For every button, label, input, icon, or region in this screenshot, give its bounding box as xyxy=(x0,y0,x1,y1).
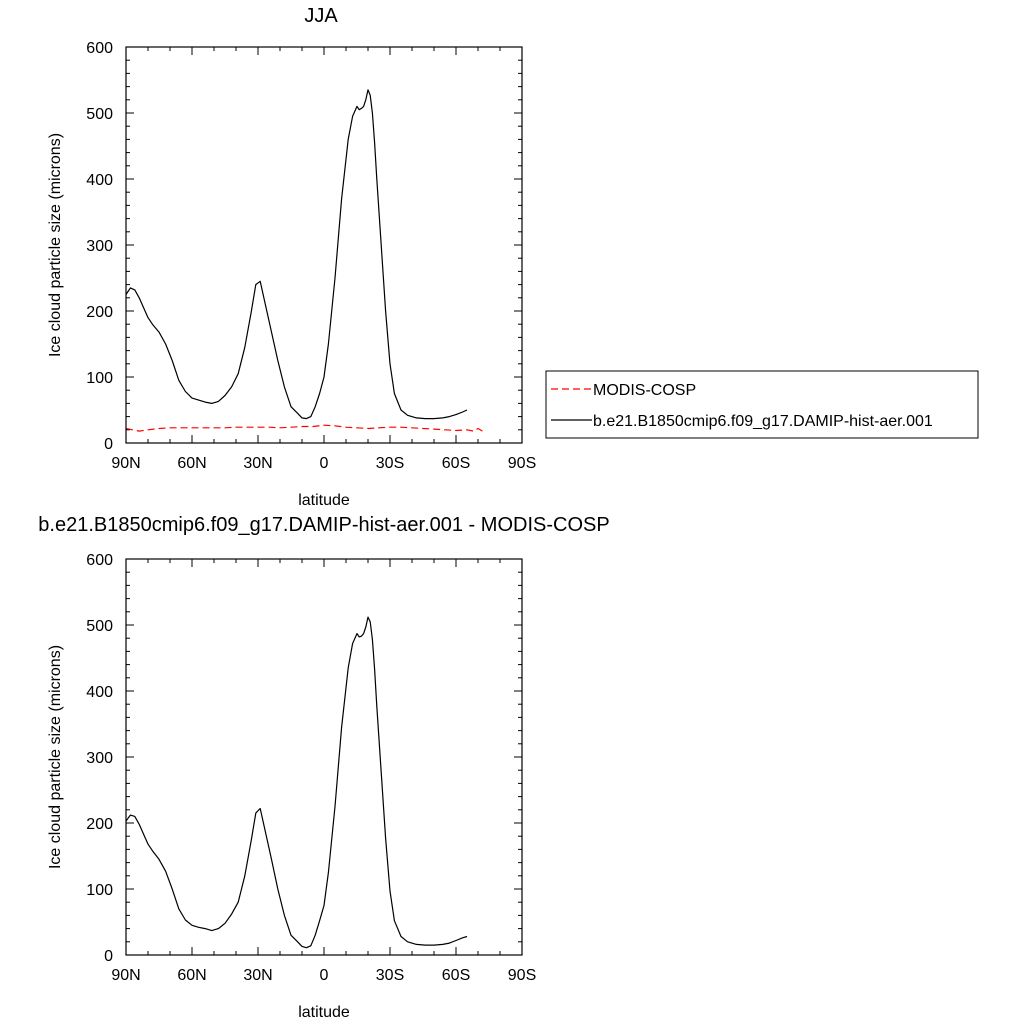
x-tick-label: 60S xyxy=(442,967,470,984)
y-tick-label: 500 xyxy=(86,618,113,635)
y-tick-label: 600 xyxy=(86,552,113,569)
x-axis-label: latitude xyxy=(298,1004,350,1021)
x-tick-label: 30S xyxy=(376,967,404,984)
y-tick-label: 400 xyxy=(86,172,113,189)
x-tick-label: 60N xyxy=(177,967,206,984)
y-tick-label: 100 xyxy=(86,882,113,899)
y-tick-label: 300 xyxy=(86,750,113,767)
x-tick-label: 90N xyxy=(111,967,140,984)
chart-panel-2: b.e21.B1850cmip6.f09_g17.DAMIP-hist-aer.… xyxy=(38,514,609,1021)
x-tick-label: 90N xyxy=(111,455,140,472)
legend-label-1: MODIS-COSP xyxy=(593,382,696,399)
x-tick-label: 30N xyxy=(243,967,272,984)
y-tick-label: 300 xyxy=(86,238,113,255)
x-tick-label: 60S xyxy=(442,455,470,472)
y-tick-label: 0 xyxy=(104,948,113,965)
x-tick-label: 90S xyxy=(508,967,536,984)
y-tick-label: 500 xyxy=(86,106,113,123)
legend: MODIS-COSP b.e21.B1850cmip6.f09_g17.DAMIP… xyxy=(545,370,979,439)
plot-frame xyxy=(125,46,523,444)
y-tick-label: 200 xyxy=(86,816,113,833)
plot-frame xyxy=(125,558,523,956)
legend-box xyxy=(545,370,979,439)
x-tick-label: 60N xyxy=(177,455,206,472)
chart-title: JJA xyxy=(304,5,338,27)
x-axis-label: latitude xyxy=(298,492,350,509)
legend-label-2: b.e21.B1850cmip6.f09_g17.DAMIP-hist-aer.… xyxy=(593,413,933,430)
chart-panel-1: JJA 90N 60N 30N 0 30S 60S 90S 0 100 200 300 400 500 60… xyxy=(47,5,979,509)
y-tick-label: 200 xyxy=(86,304,113,321)
y-tick-label: 400 xyxy=(86,684,113,701)
x-tick-label: 0 xyxy=(320,967,329,984)
x-tick-label: 30N xyxy=(243,455,272,472)
chart-title: b.e21.B1850cmip6.f09_g17.DAMIP-hist-aer.… xyxy=(38,514,609,536)
y-axis-label: Ice cloud particle size (microns) xyxy=(47,133,64,357)
x-tick-label: 30S xyxy=(376,455,404,472)
series-line-1 xyxy=(125,424,483,432)
series-line-1 xyxy=(125,616,468,949)
x-tick-label: 90S xyxy=(508,455,536,472)
y-tick-label: 100 xyxy=(86,370,113,387)
x-tick-label: 0 xyxy=(320,455,329,472)
y-axis-label: Ice cloud particle size (microns) xyxy=(47,645,64,869)
series-line-2 xyxy=(125,89,468,420)
y-tick-label: 0 xyxy=(104,436,113,453)
y-tick-label: 600 xyxy=(86,40,113,57)
